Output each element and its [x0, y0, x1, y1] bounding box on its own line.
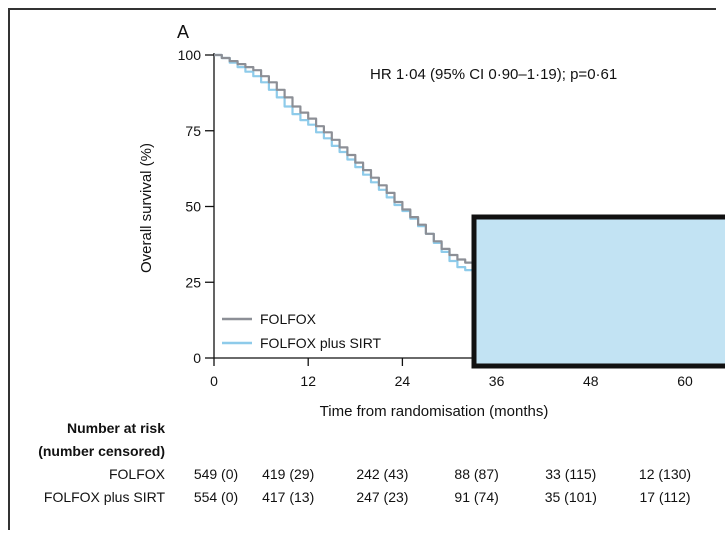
survival-curve-folfox: [214, 53, 498, 283]
risk-row-label: FOLFOX: [109, 466, 166, 482]
y-axis-title: Overall survival (%): [138, 143, 155, 273]
risk-value: 88 (87): [454, 466, 498, 482]
risk-value: 17 (112): [639, 489, 690, 505]
x-tick-label: 36: [489, 373, 505, 389]
obscuring-box: [471, 214, 725, 369]
legend-label-folfox: FOLFOX: [260, 311, 317, 327]
risk-value: 35 (101): [545, 489, 597, 505]
x-tick-label: 24: [395, 373, 411, 389]
hazard-ratio-annotation: HR 1·04 (95% CI 0·90–1·19); p=0·61: [370, 66, 617, 83]
risk-table: Number at risk (number censored) FOLFOX …: [38, 420, 691, 505]
risk-value: 242 (43): [356, 466, 408, 482]
risk-value: 554 (0): [194, 489, 238, 505]
risk-value: 419 (29): [262, 466, 314, 482]
x-tick-label: 12: [300, 373, 316, 389]
panel-label: A: [177, 22, 189, 42]
x-tick-label: 0: [210, 373, 218, 389]
survival-curves: [214, 53, 498, 283]
risk-value: 247 (23): [356, 489, 408, 505]
risk-value: 12 (130): [639, 466, 691, 482]
risk-table-subtitle: (number censored): [38, 443, 165, 459]
survival-curve-folfox-plus-sirt: [214, 53, 498, 283]
legend: FOLFOX FOLFOX plus SIRT: [222, 311, 382, 351]
risk-value: 91 (74): [454, 489, 498, 505]
risk-table-title: Number at risk: [67, 420, 165, 436]
y-tick-label: 100: [178, 47, 202, 63]
risk-value: 33 (115): [545, 466, 596, 482]
risk-value: 417 (13): [262, 489, 314, 505]
y-tick-label: 25: [185, 274, 201, 290]
axes: 0 25 50 75 100 0 12 24 36 48 60: [178, 47, 725, 389]
figure-frame: [8, 8, 716, 530]
x-axis-title: Time from randomisation (months): [320, 403, 549, 420]
legend-label-folfox-sirt: FOLFOX plus SIRT: [260, 335, 382, 351]
y-tick-label: 0: [193, 350, 201, 366]
x-tick-label: 48: [583, 373, 599, 389]
y-tick-label: 50: [185, 199, 201, 215]
risk-row-label: FOLFOX plus SIRT: [44, 489, 166, 505]
risk-value: 549 (0): [194, 466, 238, 482]
y-tick-label: 75: [185, 123, 201, 139]
x-tick-label: 60: [677, 373, 693, 389]
